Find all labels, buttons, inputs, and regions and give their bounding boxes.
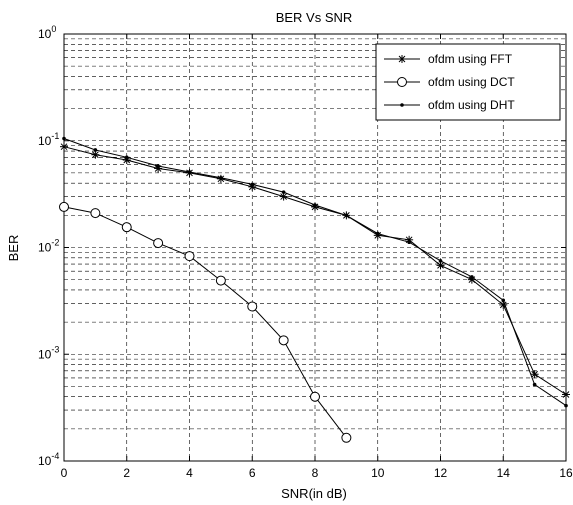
y-tick-base: 10: [38, 134, 52, 148]
y-tick-exponent: -3: [51, 344, 59, 354]
series-circle: [59, 201, 352, 443]
data-point: [438, 259, 443, 263]
data-point: [156, 164, 160, 168]
data-point: [60, 142, 68, 151]
data-point: [564, 403, 568, 408]
x-axis-label: SNR(in dB): [281, 486, 347, 501]
y-tick-label: 100: [38, 24, 56, 41]
y-tick-label: 10-4: [38, 451, 59, 468]
legend: ofdm using FFT ofdm using DCT ofdm using D…: [375, 43, 561, 121]
data-point: [397, 77, 407, 87]
legend-label: ofdm using FFT: [428, 52, 513, 66]
data-point: [153, 238, 164, 249]
y-tick-base: 10: [38, 27, 52, 41]
x-tick-label: 6: [249, 466, 256, 480]
data-point: [310, 391, 320, 402]
data-point: [278, 335, 289, 346]
x-tick-label: 4: [186, 466, 193, 480]
y-axis-label: BER: [6, 235, 21, 262]
y-tick-exponent: 0: [51, 24, 56, 34]
data-point: [436, 261, 445, 270]
y-tick-label: 10-3: [38, 344, 59, 361]
y-tick-base: 10: [38, 241, 52, 255]
data-point: [121, 222, 132, 233]
y-tick-exponent: -4: [51, 451, 59, 461]
data-point: [281, 190, 286, 194]
data-point: [532, 382, 537, 387]
x-tick-label: 12: [434, 466, 448, 480]
data-point: [341, 432, 352, 443]
data-point: [375, 231, 380, 236]
y-tick-base: 10: [38, 454, 52, 468]
data-point: [562, 390, 570, 399]
x-tick-label: 0: [61, 466, 68, 480]
data-point: [247, 301, 258, 312]
x-tick-label: 8: [312, 466, 319, 480]
x-tick-label: 2: [123, 466, 130, 480]
y-tick-base: 10: [38, 347, 52, 361]
legend-item: ofdm using DHT: [384, 98, 515, 112]
data-point: [400, 103, 404, 107]
data-point: [530, 370, 539, 379]
data-point: [501, 298, 506, 303]
legend-label: ofdm using DHT: [428, 98, 515, 112]
y-tick-exponent: -1: [51, 131, 59, 141]
series-dot: [62, 136, 568, 408]
data-point: [250, 182, 255, 187]
data-point: [184, 251, 195, 262]
series-line: [63, 206, 347, 439]
data-point: [93, 148, 98, 152]
data-point: [313, 203, 317, 207]
series-layer: [59, 136, 570, 443]
x-tick-label: 10: [371, 466, 385, 480]
data-point: [62, 136, 66, 141]
x-tick-label: 14: [497, 466, 511, 480]
data-point: [344, 213, 349, 218]
data-point: [219, 175, 223, 180]
legend-item: ofdm using DCT: [384, 75, 515, 89]
y-tick-exponent: -2: [51, 238, 59, 248]
legend-label: ofdm using DCT: [428, 75, 515, 89]
data-point: [124, 155, 129, 160]
y-tick-label: 10-1: [38, 131, 59, 148]
legend-item: ofdm using FFT: [384, 52, 513, 66]
chart-title: BER Vs SNR: [276, 10, 353, 25]
data-point: [90, 208, 101, 219]
data-point: [59, 201, 69, 212]
data-point: [215, 275, 226, 286]
data-point: [470, 275, 474, 279]
data-point: [407, 240, 411, 245]
data-point: [187, 170, 192, 174]
data-point: [91, 150, 100, 159]
data-point: [398, 55, 406, 63]
y-tick-label: 10-2: [38, 238, 59, 255]
x-tick-label: 16: [559, 466, 573, 480]
